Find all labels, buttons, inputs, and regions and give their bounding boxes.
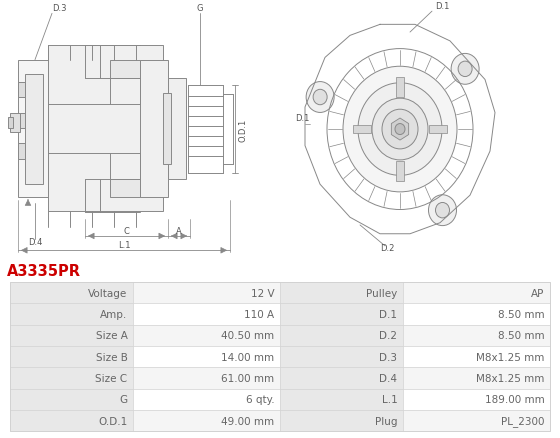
Circle shape — [436, 203, 450, 219]
Bar — [18, 113, 25, 129]
Bar — [133, 304, 280, 325]
Text: 49.00 mm: 49.00 mm — [221, 416, 274, 426]
Text: 14.00 mm: 14.00 mm — [221, 352, 274, 362]
Text: Pulley: Pulley — [366, 288, 398, 298]
Bar — [10, 367, 133, 389]
Bar — [10, 389, 133, 410]
Circle shape — [395, 124, 405, 135]
Text: 6 qty.: 6 qty. — [246, 395, 274, 405]
Text: D.2: D.2 — [380, 244, 394, 253]
Bar — [18, 82, 25, 98]
Bar — [133, 325, 280, 346]
Text: Size C: Size C — [95, 373, 128, 383]
Bar — [110, 179, 140, 198]
Circle shape — [313, 90, 327, 106]
Bar — [10, 283, 133, 304]
Text: 61.00 mm: 61.00 mm — [221, 373, 274, 383]
Text: G: G — [197, 4, 203, 13]
Text: A: A — [176, 226, 182, 235]
Circle shape — [458, 62, 472, 78]
Text: Size B: Size B — [96, 352, 128, 362]
Bar — [10, 325, 133, 346]
Bar — [18, 60, 48, 198]
Circle shape — [428, 195, 456, 226]
Bar — [403, 283, 550, 304]
Bar — [133, 389, 280, 410]
Bar — [280, 410, 403, 431]
Polygon shape — [353, 125, 371, 134]
Circle shape — [382, 110, 418, 149]
Circle shape — [343, 67, 457, 192]
Bar — [403, 325, 550, 346]
Bar — [133, 367, 280, 389]
Text: Plug: Plug — [375, 416, 398, 426]
Polygon shape — [396, 78, 404, 98]
Text: G: G — [119, 395, 128, 405]
Text: PL_2300: PL_2300 — [501, 415, 544, 426]
Bar — [10, 410, 133, 431]
Text: D.1: D.1 — [295, 114, 309, 123]
Bar — [280, 283, 403, 304]
Bar — [168, 79, 186, 179]
Text: L.1: L.1 — [118, 240, 130, 249]
Circle shape — [372, 99, 428, 161]
Text: 12 V: 12 V — [251, 288, 274, 298]
Bar — [133, 410, 280, 431]
Text: Size A: Size A — [96, 331, 128, 341]
Bar — [280, 389, 403, 410]
Text: Amp.: Amp. — [100, 309, 128, 319]
Bar — [403, 410, 550, 431]
Text: D.4: D.4 — [28, 237, 42, 246]
Text: M8x1.25 mm: M8x1.25 mm — [476, 373, 544, 383]
Text: 40.50 mm: 40.50 mm — [221, 331, 274, 341]
Bar — [280, 304, 403, 325]
Bar — [140, 60, 168, 198]
Bar — [163, 93, 171, 165]
Bar — [133, 283, 280, 304]
Bar — [280, 325, 403, 346]
Circle shape — [306, 82, 334, 113]
Bar — [25, 75, 43, 185]
Text: 189.00 mm: 189.00 mm — [484, 395, 544, 405]
Bar — [280, 367, 403, 389]
Text: M8x1.25 mm: M8x1.25 mm — [476, 352, 544, 362]
Bar — [403, 304, 550, 325]
Text: 110 A: 110 A — [244, 309, 274, 319]
Bar — [10, 304, 133, 325]
Bar — [8, 118, 13, 129]
Circle shape — [358, 84, 442, 176]
Text: D.3: D.3 — [52, 4, 67, 13]
Text: Voltage: Voltage — [88, 288, 128, 298]
Bar — [133, 346, 280, 367]
Bar — [10, 283, 550, 431]
Text: A3335PR: A3335PR — [7, 263, 81, 278]
Bar — [403, 367, 550, 389]
Text: D.1: D.1 — [380, 309, 398, 319]
Bar — [18, 144, 25, 159]
Bar — [48, 46, 163, 211]
Text: O.D.1: O.D.1 — [99, 416, 128, 426]
Text: D.4: D.4 — [380, 373, 398, 383]
Polygon shape — [429, 125, 447, 134]
Text: D.3: D.3 — [380, 352, 398, 362]
Bar — [403, 346, 550, 367]
Bar — [280, 346, 403, 367]
Bar — [110, 60, 140, 79]
Bar — [403, 389, 550, 410]
Text: 8.50 mm: 8.50 mm — [498, 309, 544, 319]
Text: O.D.1: O.D.1 — [238, 118, 247, 141]
Circle shape — [451, 54, 479, 85]
Text: D.1: D.1 — [435, 2, 449, 11]
Bar — [10, 346, 133, 367]
Text: D.2: D.2 — [380, 331, 398, 341]
Bar — [10, 113, 20, 133]
Text: 8.50 mm: 8.50 mm — [498, 331, 544, 341]
Text: AP: AP — [531, 288, 544, 298]
Polygon shape — [391, 119, 409, 141]
Text: L.1: L.1 — [382, 395, 398, 405]
Polygon shape — [396, 162, 404, 181]
Text: C: C — [123, 226, 129, 235]
